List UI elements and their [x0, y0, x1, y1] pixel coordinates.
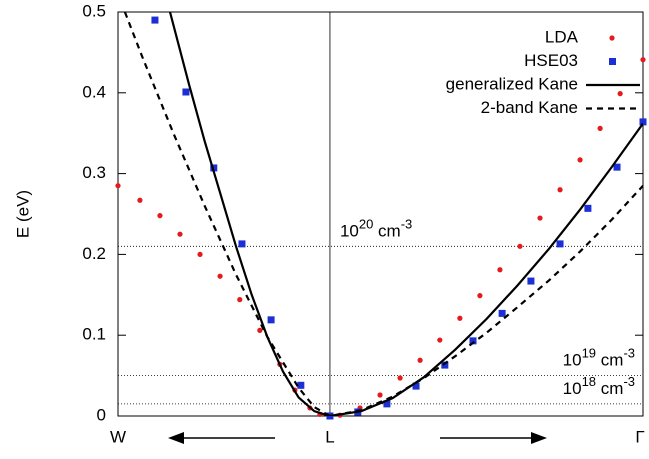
density-unit: cm [596, 351, 623, 370]
legend-label: 2-band Kane [481, 98, 578, 117]
data-point [377, 392, 383, 398]
data-point [457, 315, 463, 321]
x-tick-label: Γ [635, 427, 644, 446]
data-point [469, 337, 477, 345]
data-point [297, 381, 305, 389]
data-point [498, 309, 506, 317]
density-base: 10 [563, 379, 582, 398]
data-point [115, 183, 121, 189]
data-point [640, 57, 646, 63]
data-point [217, 273, 223, 279]
y-tick-label: 0.3 [82, 163, 106, 182]
density-unit: cm [596, 379, 623, 398]
legend-label: HSE03 [524, 51, 578, 70]
y-tick-label: 0 [97, 405, 106, 424]
density-label: 1020 cm-3 [340, 217, 412, 241]
data-point [177, 231, 183, 237]
data-point [441, 361, 449, 369]
data-point [577, 157, 583, 163]
density-unit-exp: -3 [401, 217, 413, 232]
legend-label: generalized Kane [446, 74, 578, 93]
density-label: 1018 cm-3 [563, 374, 635, 398]
density-base: 10 [340, 222, 359, 241]
legend-label: LDA [545, 27, 579, 46]
data-point [557, 187, 563, 193]
data-point [397, 375, 403, 381]
density-label: 1019 cm-3 [563, 346, 635, 370]
data-point [437, 337, 443, 343]
data-point [639, 118, 647, 126]
y-tick-label: 0.2 [82, 244, 106, 263]
data-point [151, 16, 159, 24]
density-base: 10 [563, 351, 582, 370]
data-point [584, 204, 592, 212]
data-point [157, 213, 163, 219]
data-point [517, 243, 523, 249]
data-point [417, 357, 423, 363]
series-line [123, 12, 643, 416]
density-unit-exp: -3 [623, 374, 635, 389]
legend-swatch [609, 58, 616, 65]
x-tick-label: W [110, 427, 126, 446]
y-tick-label: 0.1 [82, 325, 106, 344]
direction-arrows [168, 432, 547, 444]
data-point [182, 88, 190, 96]
data-point [556, 240, 564, 248]
x-tick-label: L [325, 427, 334, 446]
data-point [597, 125, 603, 131]
y-axis-label: E (eV) [13, 190, 32, 238]
data-point [497, 267, 503, 273]
data-point [412, 382, 420, 390]
data-point [537, 215, 543, 221]
legend-swatch [609, 35, 615, 41]
data-point [267, 316, 275, 324]
y-tick-label: 0.4 [82, 82, 106, 101]
data-point [477, 293, 483, 299]
data-point [527, 277, 535, 285]
y-tick-label: 0.5 [82, 1, 106, 20]
data-point [197, 251, 203, 257]
plot-frame [117, 11, 644, 417]
data-point [613, 163, 621, 171]
data-point [137, 197, 143, 203]
data-point [237, 297, 243, 303]
data-point [383, 400, 391, 408]
data-point [257, 327, 263, 333]
density-unit: cm [373, 222, 400, 241]
density-exp: 19 [582, 346, 596, 361]
density-exp: 20 [359, 217, 373, 232]
series-line [168, 12, 643, 416]
density-unit-exp: -3 [623, 346, 635, 361]
density-exp: 18 [582, 374, 596, 389]
data-point [238, 240, 246, 248]
data-point [617, 91, 623, 97]
